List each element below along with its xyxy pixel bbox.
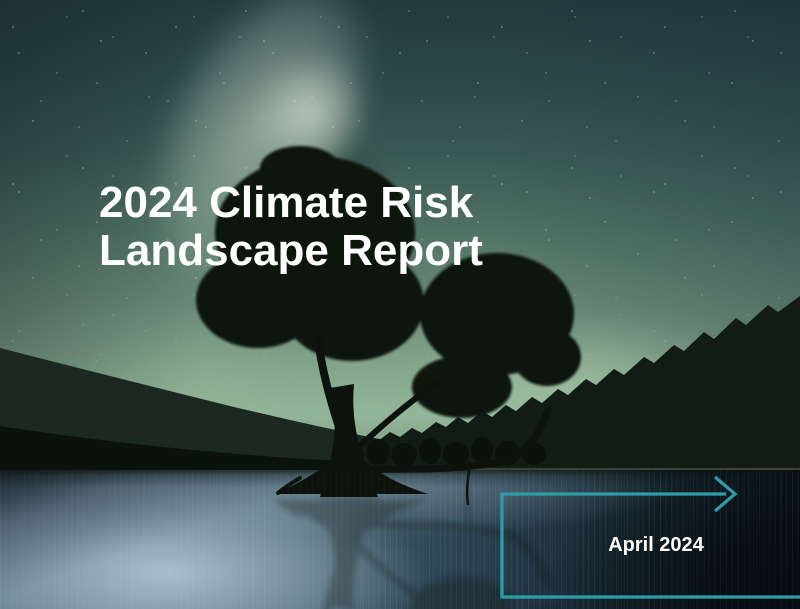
publication-date: April 2024: [608, 534, 704, 556]
report-title-line2: Landscape Report: [99, 226, 483, 275]
report-title-line1: 2024 Climate Risk: [99, 178, 474, 227]
report-title: 2024 Climate Risk Landscape Report: [99, 179, 483, 275]
